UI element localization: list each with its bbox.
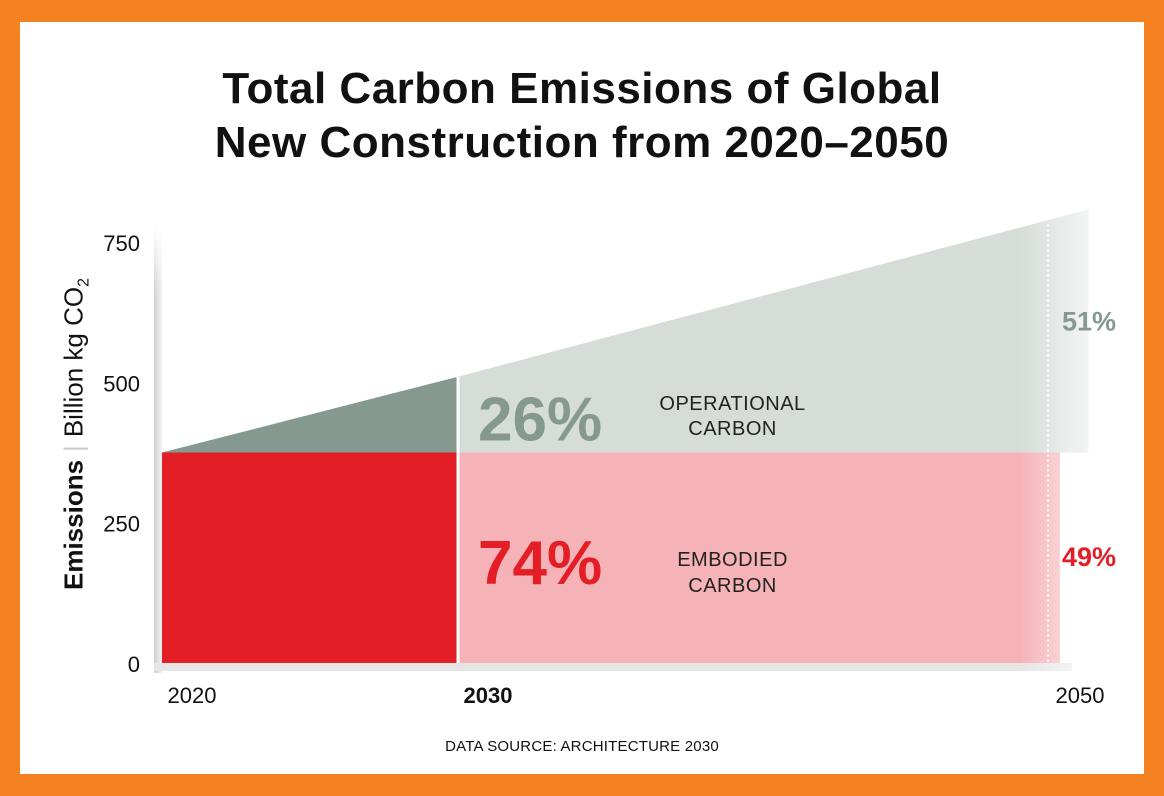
chart-plot: 750 500 250 0 2020 2030 2050 OPERATIONAL CARBON E… [103,204,1119,708]
annotation-51-percent: 51% [1062,307,1116,337]
x-tick-label: 2030 [464,683,513,708]
chart-title-line-2: New Construction from 2020–2050 [214,118,950,167]
annotation-26-percent: 26% [478,386,602,455]
operational-area-2030-2050 [458,209,1089,453]
embodied-area-2020-2030 [162,452,458,663]
x-tick-label: 2050 [1056,683,1105,708]
operational-series-label: OPERATIONAL [659,393,805,415]
embodied-series-label: EMBODIED [677,549,788,571]
chart-title-line-1: Total Carbon Emissions of Global [222,64,942,113]
operational-area-2020-2030 [162,376,458,453]
data-source-note: DATA SOURCE: ARCHITECTURE 2030 [445,738,719,755]
right-fade [1020,204,1119,689]
embodied-area-2030-2050 [458,452,1060,663]
x-axis-shade [154,663,1072,671]
annotation-74-percent: 74% [478,529,602,598]
y-tick-label: 0 [128,652,140,677]
embodied-series-label: CARBON [688,575,777,597]
annotation-49-percent: 49% [1062,542,1116,572]
x-tick-label: 2020 [168,683,217,708]
y-tick-label: 750 [103,231,140,256]
y-axis-shade-fade [154,227,162,297]
y-axis-shade [154,227,162,673]
y-tick-label: 250 [103,512,140,537]
chart-title: Total Carbon Emissions of Global New Con… [20,62,1144,170]
chart-card: Total Carbon Emissions of Global New Con… [20,22,1144,774]
y-tick-label: 500 [103,371,140,396]
operational-series-label: CARBON [688,418,777,440]
